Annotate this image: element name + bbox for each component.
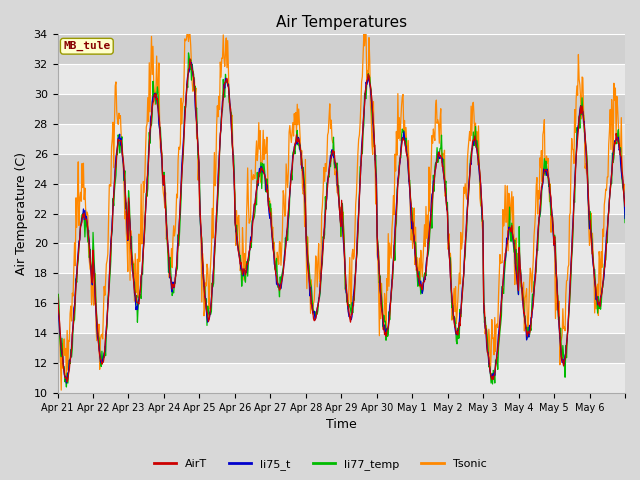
Bar bbox=[58, 184, 625, 214]
Bar bbox=[58, 363, 625, 393]
Bar bbox=[58, 214, 625, 243]
Bar bbox=[58, 274, 625, 303]
Bar bbox=[58, 4, 625, 34]
Bar bbox=[58, 94, 625, 124]
Legend: AirT, li75_t, li77_temp, Tsonic: AirT, li75_t, li77_temp, Tsonic bbox=[149, 455, 491, 474]
Bar bbox=[58, 303, 625, 333]
Bar bbox=[58, 34, 625, 64]
Text: MB_tule: MB_tule bbox=[63, 41, 111, 51]
Y-axis label: Air Temperature (C): Air Temperature (C) bbox=[15, 152, 28, 275]
Bar bbox=[58, 124, 625, 154]
Bar bbox=[58, 243, 625, 274]
Bar bbox=[58, 154, 625, 184]
Title: Air Temperatures: Air Temperatures bbox=[276, 15, 407, 30]
Bar bbox=[58, 64, 625, 94]
Bar bbox=[58, 333, 625, 363]
X-axis label: Time: Time bbox=[326, 419, 356, 432]
